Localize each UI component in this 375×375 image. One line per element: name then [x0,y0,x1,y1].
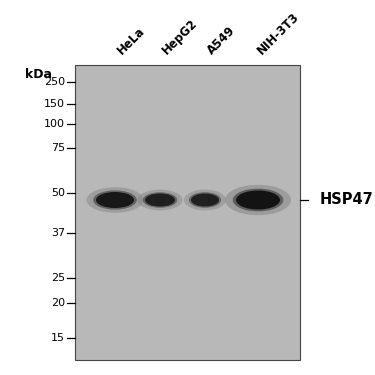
Text: 20: 20 [51,298,65,308]
Text: kDa: kDa [24,68,51,81]
Ellipse shape [87,187,144,213]
Text: NIH-3T3: NIH-3T3 [255,10,302,57]
Text: HeLa: HeLa [115,24,148,57]
Ellipse shape [236,190,280,210]
Text: 25: 25 [51,273,65,283]
Text: 75: 75 [51,143,65,153]
Ellipse shape [138,190,183,210]
Ellipse shape [184,190,226,210]
Bar [75,65,300,360]
Text: HSP47: HSP47 [320,192,374,207]
Text: 150: 150 [44,99,65,109]
Ellipse shape [96,192,134,208]
Text: 50: 50 [51,188,65,198]
Text: 250: 250 [44,77,65,87]
Ellipse shape [225,185,291,215]
Text: 15: 15 [51,333,65,343]
Text: HepG2: HepG2 [160,16,200,57]
Ellipse shape [189,192,221,208]
Ellipse shape [143,192,177,208]
Text: 37: 37 [51,228,65,238]
Text: A549: A549 [205,24,238,57]
Ellipse shape [93,190,137,210]
Text: 100: 100 [44,119,65,129]
Ellipse shape [191,194,219,207]
Ellipse shape [233,189,283,211]
Ellipse shape [145,194,175,207]
